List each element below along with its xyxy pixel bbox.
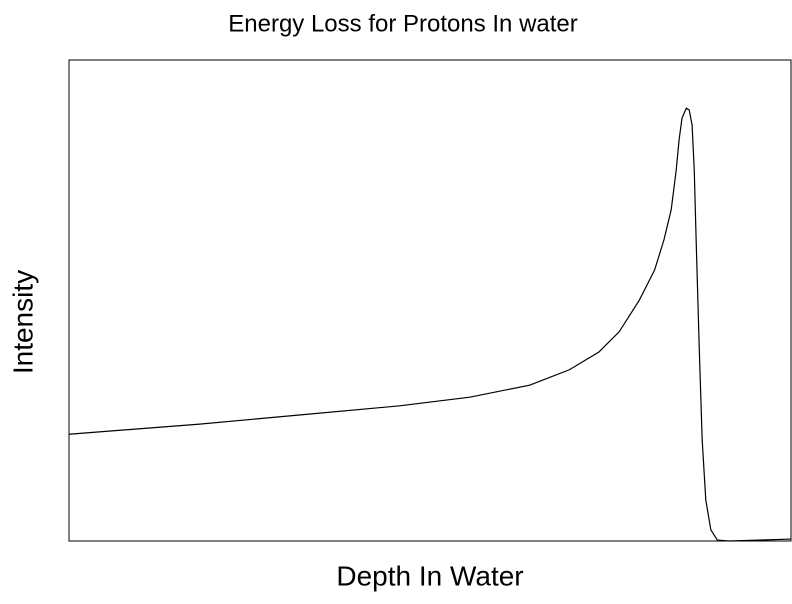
x-axis-label: Depth In Water bbox=[336, 560, 523, 591]
y-axis-label: Intensity bbox=[7, 270, 38, 374]
data-line bbox=[68, 107, 792, 542]
chart-title: Energy Loss for Protons In water bbox=[228, 10, 578, 37]
plot-frame bbox=[68, 59, 792, 542]
